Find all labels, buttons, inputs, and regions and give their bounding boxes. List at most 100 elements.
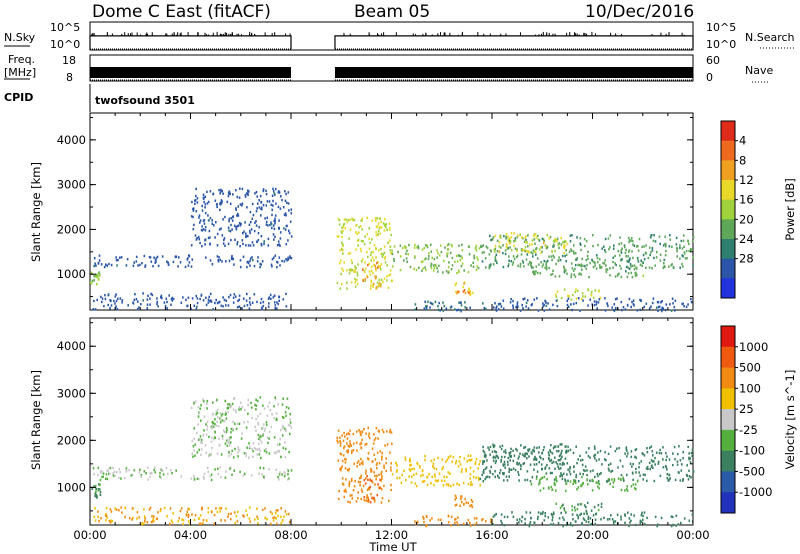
heatmap-cell	[614, 254, 616, 258]
heatmap-cell	[374, 275, 376, 278]
heatmap-cell	[268, 430, 271, 433]
heatmap-cell	[106, 516, 108, 519]
heatmap-cell	[274, 452, 277, 455]
heatmap-cell	[569, 240, 572, 243]
heatmap-cell	[564, 478, 566, 481]
heatmap-cell	[529, 480, 532, 483]
heatmap-cell	[365, 472, 367, 475]
heatmap-cell	[627, 255, 629, 258]
heatmap-cell	[587, 517, 590, 521]
heatmap-cell	[561, 449, 563, 453]
heatmap-cell	[525, 301, 528, 305]
heatmap-cell	[400, 481, 403, 485]
heatmap-cell	[202, 228, 205, 231]
heatmap-cell	[542, 238, 545, 241]
heatmap-cell	[266, 216, 268, 219]
heatmap-cell	[593, 445, 596, 448]
heatmap-cell	[557, 243, 560, 247]
heatmap-cell	[581, 292, 584, 295]
heatmap-cell	[172, 512, 175, 515]
heatmap-cell	[385, 457, 387, 460]
ytick-label: 4000	[57, 133, 86, 147]
heatmap-cell	[642, 274, 645, 277]
heatmap-cell	[632, 243, 634, 246]
heatmap-cell	[652, 297, 655, 300]
heatmap-cell	[432, 465, 434, 468]
heatmap-cell	[525, 258, 528, 261]
heatmap-cell	[506, 244, 508, 247]
heatmap-cell	[216, 411, 219, 415]
heatmap-cell	[483, 451, 486, 454]
heatmap-cell	[568, 295, 571, 298]
heatmap-cell	[580, 273, 583, 276]
heatmap-cell	[275, 517, 277, 520]
heatmap-cell	[510, 236, 513, 239]
heatmap-cell	[631, 471, 634, 474]
heatmap-cell	[380, 268, 382, 271]
heatmap-cell	[584, 465, 587, 468]
heatmap-cell	[619, 264, 621, 268]
heatmap-cell	[289, 220, 292, 223]
heatmap-cell	[527, 307, 530, 310]
heatmap-cell	[552, 269, 554, 272]
heatmap-cell	[492, 236, 495, 239]
heatmap-cell	[597, 485, 599, 488]
heatmap-cell	[560, 452, 562, 455]
heatmap-cell	[290, 208, 293, 211]
heatmap-cell	[376, 451, 379, 454]
heatmap-cell	[366, 275, 369, 279]
heatmap-cell	[126, 258, 129, 261]
heatmap-cell	[201, 204, 203, 208]
heatmap-cell	[237, 447, 240, 451]
heatmap-cell	[162, 473, 165, 476]
heatmap-cell	[555, 489, 557, 492]
heatmap-cell	[198, 438, 200, 441]
heatmap-cell	[620, 515, 622, 518]
heatmap-cell	[268, 437, 270, 440]
heatmap-cell	[249, 297, 251, 300]
heatmap-cell	[503, 463, 506, 466]
heatmap-cell	[172, 297, 175, 301]
heatmap-cell	[567, 297, 570, 300]
heatmap-cell	[489, 471, 492, 474]
heatmap-cell	[559, 443, 562, 446]
heatmap-cell	[589, 479, 591, 482]
heatmap-cell	[638, 466, 640, 469]
heatmap-cell	[390, 233, 392, 237]
heatmap-cell	[653, 460, 655, 463]
heatmap-cell	[229, 202, 232, 205]
heatmap-cell	[235, 189, 237, 192]
heatmap-cell	[635, 471, 637, 474]
heatmap-cell	[283, 515, 285, 518]
heatmap-cell	[483, 460, 486, 463]
heatmap-cell	[432, 264, 435, 267]
heatmap-cell	[552, 460, 555, 464]
heatmap-cell	[543, 259, 546, 263]
heatmap-cell	[558, 256, 560, 259]
heatmap-cell	[621, 308, 623, 312]
heatmap-cell	[261, 308, 263, 311]
heatmap-cell	[434, 300, 437, 304]
heatmap-cell	[369, 273, 372, 276]
heatmap-cell	[490, 465, 492, 469]
heatmap-cell	[256, 300, 258, 304]
heatmap-cell	[529, 463, 532, 466]
heatmap-cell	[229, 230, 232, 233]
heatmap-cell	[490, 518, 492, 521]
heatmap-cell	[469, 473, 472, 476]
heatmap-cell	[597, 503, 600, 507]
heatmap-cell	[271, 265, 273, 268]
heatmap-cell	[159, 508, 162, 511]
power-panel-marks	[90, 187, 695, 313]
heatmap-cell	[200, 404, 202, 407]
heatmap-cell	[530, 304, 533, 307]
heatmap-cell	[659, 259, 662, 262]
heatmap-cell	[238, 408, 240, 411]
heatmap-cell	[430, 262, 433, 265]
heatmap-cell	[622, 476, 624, 479]
heatmap-cell	[604, 249, 606, 252]
heatmap-cell	[376, 281, 379, 284]
heatmap-cell	[485, 454, 487, 457]
heatmap-cell	[470, 483, 472, 487]
heatmap-cell	[496, 305, 498, 308]
